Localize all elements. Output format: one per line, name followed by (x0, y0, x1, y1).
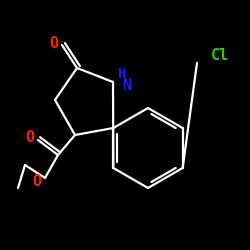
Text: H: H (117, 67, 125, 81)
Text: O: O (50, 36, 58, 51)
Text: O: O (32, 174, 42, 190)
Text: O: O (26, 130, 35, 146)
Text: Cl: Cl (211, 48, 229, 62)
Text: N: N (122, 78, 132, 94)
